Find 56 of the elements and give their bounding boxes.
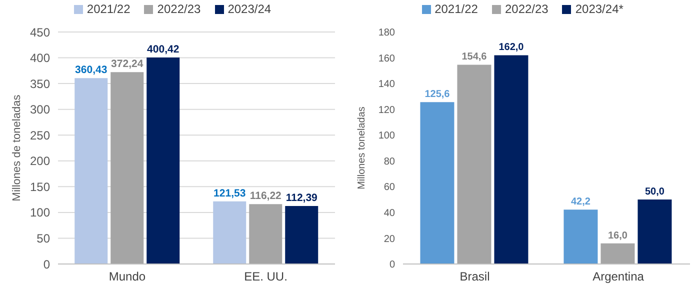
data-label: 400,42: [147, 44, 180, 56]
y-tick-label: 400: [30, 51, 50, 66]
bar: [249, 204, 282, 264]
data-label: 360,43: [75, 64, 108, 76]
x-tick-label: Mundo: [108, 270, 146, 284]
legend-label: 2022/23: [156, 1, 201, 18]
data-label: 50,0: [644, 186, 665, 198]
legend-label: 2023/24*: [574, 1, 624, 18]
y-tick-label: 140: [378, 79, 396, 90]
data-label: 125,6: [424, 89, 450, 100]
bar: [285, 206, 318, 264]
legend-label: 2023/24: [226, 1, 272, 18]
y-tick-label: 120: [378, 104, 396, 116]
y-tick-label: 250: [30, 128, 50, 142]
y-tick-label: 150: [30, 180, 50, 194]
y-tick-label: 100: [378, 130, 396, 142]
y-axis-title: Millones de toneladas: [10, 94, 23, 202]
bar: [457, 64, 492, 264]
y-tick-label: 60: [384, 182, 396, 194]
legend-label: 2021/22: [86, 1, 130, 18]
legend-label: 2022/23: [504, 1, 548, 18]
bar: [213, 201, 246, 264]
bar: [74, 78, 108, 264]
data-label: 372,24: [111, 58, 144, 70]
bar: [110, 72, 144, 264]
bar: [600, 243, 635, 264]
x-tick-label: Argentina: [592, 270, 644, 284]
y-tick-label: 200: [30, 154, 50, 168]
y-tick-label: 300: [30, 102, 50, 117]
legend-label: 2021/22: [434, 1, 478, 18]
x-tick-label: EE. UU.: [244, 270, 288, 284]
data-label: 154,6: [462, 52, 488, 63]
data-label: 116,22: [250, 190, 282, 202]
x-tick-label: Brasil: [460, 270, 490, 284]
data-label: 121,53: [214, 187, 246, 200]
y-tick-label: 100: [30, 206, 50, 220]
bar: [638, 200, 672, 264]
bar: [420, 102, 454, 264]
bar: [564, 210, 598, 264]
y-tick-label: 350: [30, 76, 50, 91]
bar: [494, 55, 528, 264]
y-tick-label: 0: [389, 260, 396, 271]
y-tick-label: 80: [384, 156, 396, 168]
y-tick-label: 0: [43, 257, 50, 272]
y-tick-label: 160: [378, 53, 396, 64]
data-label: 112,39: [286, 192, 318, 204]
data-label: 42,2: [570, 196, 591, 208]
y-tick-label: 40: [384, 208, 396, 219]
y-axis-title: Millones toneladas: [356, 106, 368, 190]
data-label: 16,0: [608, 230, 628, 242]
y-tick-label: 50: [36, 231, 50, 246]
y-tick-label: 450: [30, 25, 50, 40]
data-label: 162,0: [498, 42, 524, 54]
y-tick-label: 20: [384, 234, 396, 245]
y-tick-label: 180: [378, 28, 396, 39]
bar: [146, 58, 180, 264]
